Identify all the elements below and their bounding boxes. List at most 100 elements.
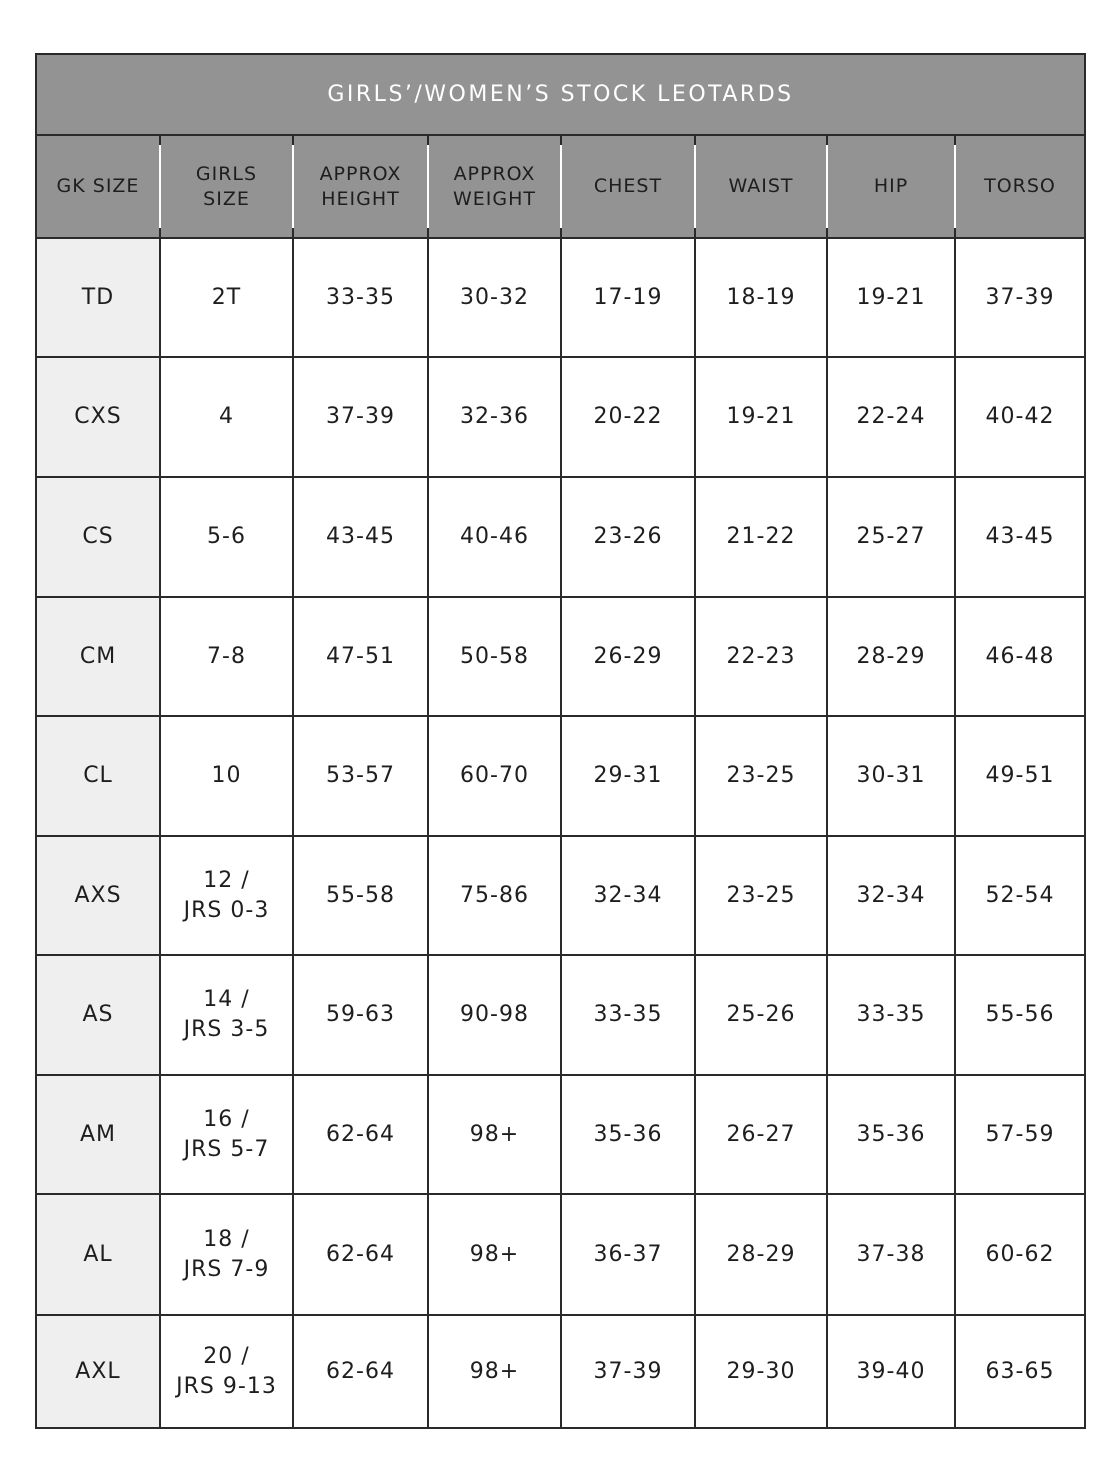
table-cell: 29-30	[694, 1314, 828, 1429]
table-cell: 32-34	[826, 835, 956, 956]
column-header: HIP	[826, 134, 956, 239]
column-header: GIRLS SIZE	[159, 134, 294, 239]
column-header: APPROX HEIGHT	[292, 134, 429, 239]
table-row: TD 2T 33-35 30-32 17-19 18-19 19-21 37-39	[35, 237, 1086, 358]
gk-size-cell: TD	[35, 237, 161, 358]
table-cell: 59-63	[292, 954, 429, 1076]
table-cell: 20 / JRS 9-13	[159, 1314, 294, 1429]
table-cell: 22-24	[826, 356, 956, 478]
column-header: APPROX WEIGHT	[427, 134, 562, 239]
table-cell: 2T	[159, 237, 294, 358]
table-cell: 18-19	[694, 237, 828, 358]
table-cell: 62-64	[292, 1193, 429, 1316]
column-header: GK SIZE	[35, 134, 161, 239]
table-cell: 75-86	[427, 835, 562, 956]
table-cell: 10	[159, 715, 294, 837]
gk-size-cell: AXS	[35, 835, 161, 956]
gk-size-cell: AXL	[35, 1314, 161, 1429]
table-cell: 35-36	[560, 1074, 696, 1195]
size-chart-table: GIRLS’/WOMEN’S STOCK LEOTARDS GK SIZE GIR…	[35, 53, 1086, 1429]
table-row: AXL 20 / JRS 9-13 62-64 98+ 37-39 29-30 39-40 6…	[35, 1314, 1086, 1429]
gk-size-cell: AM	[35, 1074, 161, 1195]
table-cell: 47-51	[292, 596, 429, 717]
gk-size-cell: CXS	[35, 356, 161, 478]
table-title: GIRLS’/WOMEN’S STOCK LEOTARDS	[35, 53, 1086, 136]
table-cell: 28-29	[694, 1193, 828, 1316]
table-cell: 37-39	[292, 356, 429, 478]
table-cell: 7-8	[159, 596, 294, 717]
table-row: CM 7-8 47-51 50-58 26-29 22-23 28-29 46-48	[35, 596, 1086, 717]
table-cell: 40-46	[427, 476, 562, 598]
table-cell: 26-29	[560, 596, 696, 717]
table-cell: 49-51	[954, 715, 1086, 837]
table-cell: 46-48	[954, 596, 1086, 717]
table-cell: 40-42	[954, 356, 1086, 478]
table-cell: 16 / JRS 5-7	[159, 1074, 294, 1195]
table-cell: 26-27	[694, 1074, 828, 1195]
table-cell: 39-40	[826, 1314, 956, 1429]
table-cell: 43-45	[292, 476, 429, 598]
table-cell: 53-57	[292, 715, 429, 837]
column-header: WAIST	[694, 134, 828, 239]
gk-size-cell: CS	[35, 476, 161, 598]
table-cell: 30-31	[826, 715, 956, 837]
table-cell: 33-35	[292, 237, 429, 358]
table-cell: 12 / JRS 0-3	[159, 835, 294, 956]
title-row: GIRLS’/WOMEN’S STOCK LEOTARDS	[35, 53, 1086, 136]
table-cell: 60-70	[427, 715, 562, 837]
table-cell: 57-59	[954, 1074, 1086, 1195]
table-cell: 52-54	[954, 835, 1086, 956]
table-cell: 37-39	[954, 237, 1086, 358]
gk-size-cell: CM	[35, 596, 161, 717]
table-cell: 36-37	[560, 1193, 696, 1316]
table-cell: 25-27	[826, 476, 956, 598]
table-cell: 60-62	[954, 1193, 1086, 1316]
table-cell: 62-64	[292, 1314, 429, 1429]
table-cell: 90-98	[427, 954, 562, 1076]
table-cell: 33-35	[560, 954, 696, 1076]
table-row: AS 14 / JRS 3-5 59-63 90-98 33-35 25-26 33-35 5…	[35, 954, 1086, 1076]
gk-size-cell: AS	[35, 954, 161, 1076]
gk-size-cell: AL	[35, 1193, 161, 1316]
table-row: CL 10 53-57 60-70 29-31 23-25 30-31 49-51	[35, 715, 1086, 837]
table-cell: 98+	[427, 1074, 562, 1195]
table-cell: 4	[159, 356, 294, 478]
gk-size-cell: CL	[35, 715, 161, 837]
header-row: GK SIZE GIRLS SIZE APPROX HEIGHT APPROX WEI…	[35, 134, 1086, 239]
table-cell: 25-26	[694, 954, 828, 1076]
table-cell: 28-29	[826, 596, 956, 717]
table-cell: 50-58	[427, 596, 562, 717]
table-cell: 32-34	[560, 835, 696, 956]
table-cell: 21-22	[694, 476, 828, 598]
table-cell: 98+	[427, 1193, 562, 1316]
column-header: TORSO	[954, 134, 1086, 239]
table-row: CS 5-6 43-45 40-46 23-26 21-22 25-27 43-45	[35, 476, 1086, 598]
table-cell: 29-31	[560, 715, 696, 837]
table-cell: 62-64	[292, 1074, 429, 1195]
table-cell: 23-26	[560, 476, 696, 598]
table-cell: 22-23	[694, 596, 828, 717]
table-cell: 55-56	[954, 954, 1086, 1076]
table-cell: 5-6	[159, 476, 294, 598]
table-cell: 23-25	[694, 715, 828, 837]
table-cell: 33-35	[826, 954, 956, 1076]
table-cell: 18 / JRS 7-9	[159, 1193, 294, 1316]
table-cell: 30-32	[427, 237, 562, 358]
table-cell: 35-36	[826, 1074, 956, 1195]
table-cell: 19-21	[694, 356, 828, 478]
table-cell: 19-21	[826, 237, 956, 358]
table-row: AL 18 / JRS 7-9 62-64 98+ 36-37 28-29 37-38 60-…	[35, 1193, 1086, 1316]
table-cell: 20-22	[560, 356, 696, 478]
table-cell: 55-58	[292, 835, 429, 956]
table-cell: 23-25	[694, 835, 828, 956]
table-cell: 14 / JRS 3-5	[159, 954, 294, 1076]
table-cell: 37-38	[826, 1193, 956, 1316]
table-cell: 43-45	[954, 476, 1086, 598]
table-row: AM 16 / JRS 5-7 62-64 98+ 35-36 26-27 35-36 57-…	[35, 1074, 1086, 1195]
table-cell: 63-65	[954, 1314, 1086, 1429]
table-cell: 17-19	[560, 237, 696, 358]
table-row: AXS 12 / JRS 0-3 55-58 75-86 32-34 23-25 32-34…	[35, 835, 1086, 956]
table-cell: 98+	[427, 1314, 562, 1429]
table-cell: 37-39	[560, 1314, 696, 1429]
table-cell: 32-36	[427, 356, 562, 478]
